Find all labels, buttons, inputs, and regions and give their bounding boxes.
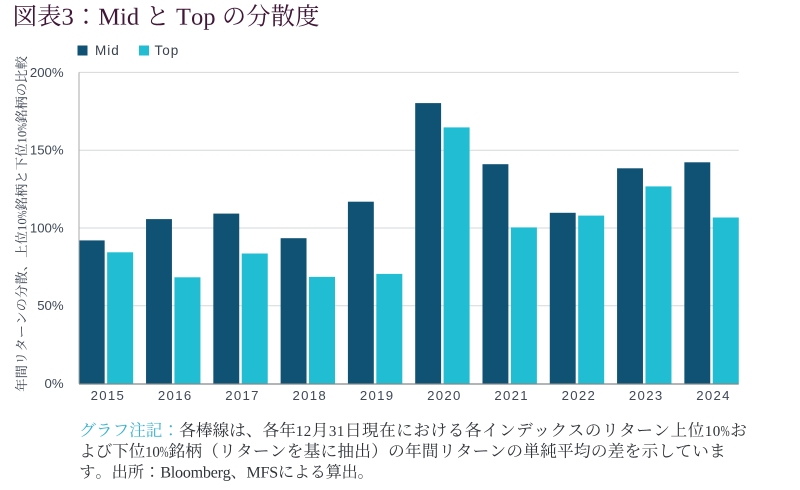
svg-text:Top: Top <box>155 43 180 58</box>
svg-text:2015: 2015 <box>91 388 126 403</box>
svg-text:50%: 50% <box>37 298 64 313</box>
svg-text:100%: 100% <box>30 220 64 235</box>
svg-text:2022: 2022 <box>562 388 597 403</box>
svg-text:2020: 2020 <box>427 388 462 403</box>
svg-text:2017: 2017 <box>225 388 260 403</box>
svg-text:Mid: Mid <box>95 43 120 58</box>
svg-text:2018: 2018 <box>293 388 328 403</box>
svg-text:2021: 2021 <box>494 388 529 403</box>
svg-text:2023: 2023 <box>629 388 664 403</box>
svg-text:150%: 150% <box>30 143 64 158</box>
svg-text:2016: 2016 <box>158 388 193 403</box>
svg-text:0%: 0% <box>45 376 64 391</box>
svg-text:2024: 2024 <box>696 388 731 403</box>
svg-text:2019: 2019 <box>360 388 395 403</box>
svg-text:200%: 200% <box>30 65 64 80</box>
